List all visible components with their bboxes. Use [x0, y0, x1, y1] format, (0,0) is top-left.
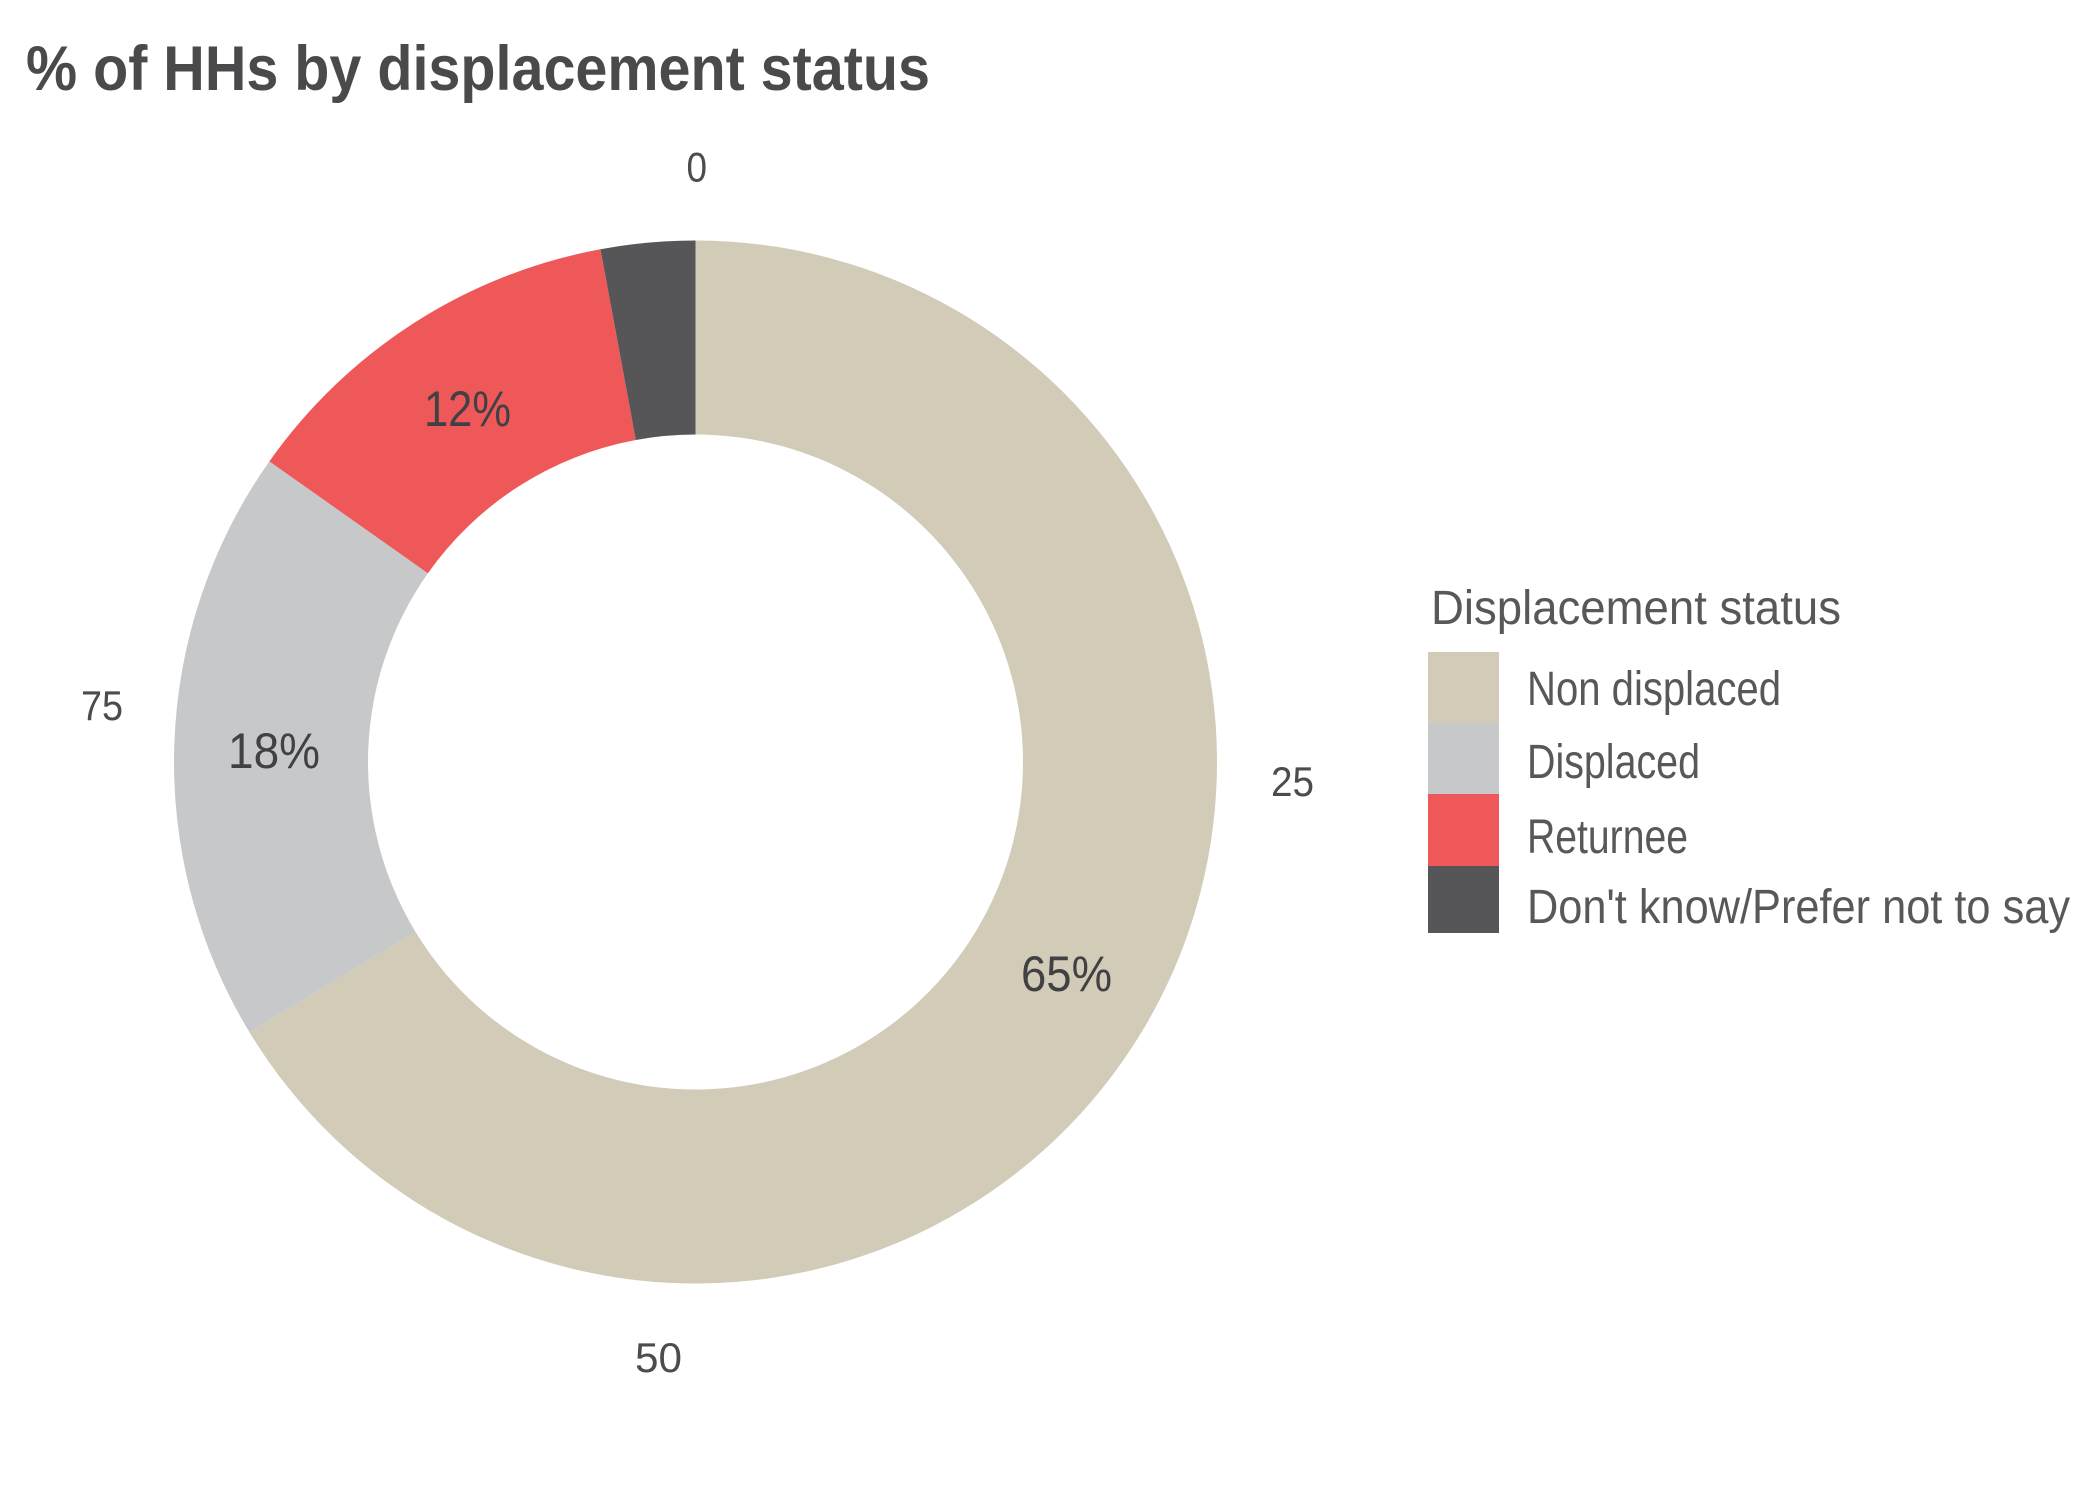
svg-text:Returnee: Returnee — [1527, 811, 1688, 864]
svg-text:0: 0 — [687, 144, 708, 191]
svg-text:Displaced: Displaced — [1527, 736, 1700, 789]
svg-text:25: 25 — [1271, 758, 1314, 805]
svg-text:Non displaced: Non displaced — [1527, 663, 1781, 716]
svg-text:% of HHs by displacement statu: % of HHs by displacement status — [26, 34, 930, 104]
svg-text:12%: 12% — [424, 381, 511, 437]
svg-text:18%: 18% — [228, 723, 320, 779]
svg-text:Don't know/Prefer not to say: Don't know/Prefer not to say — [1527, 881, 2070, 934]
svg-text:50: 50 — [635, 1334, 682, 1381]
svg-text:Displacement status: Displacement status — [1431, 582, 1841, 635]
svg-text:65%: 65% — [1021, 946, 1112, 1002]
svg-text:75: 75 — [81, 682, 123, 729]
